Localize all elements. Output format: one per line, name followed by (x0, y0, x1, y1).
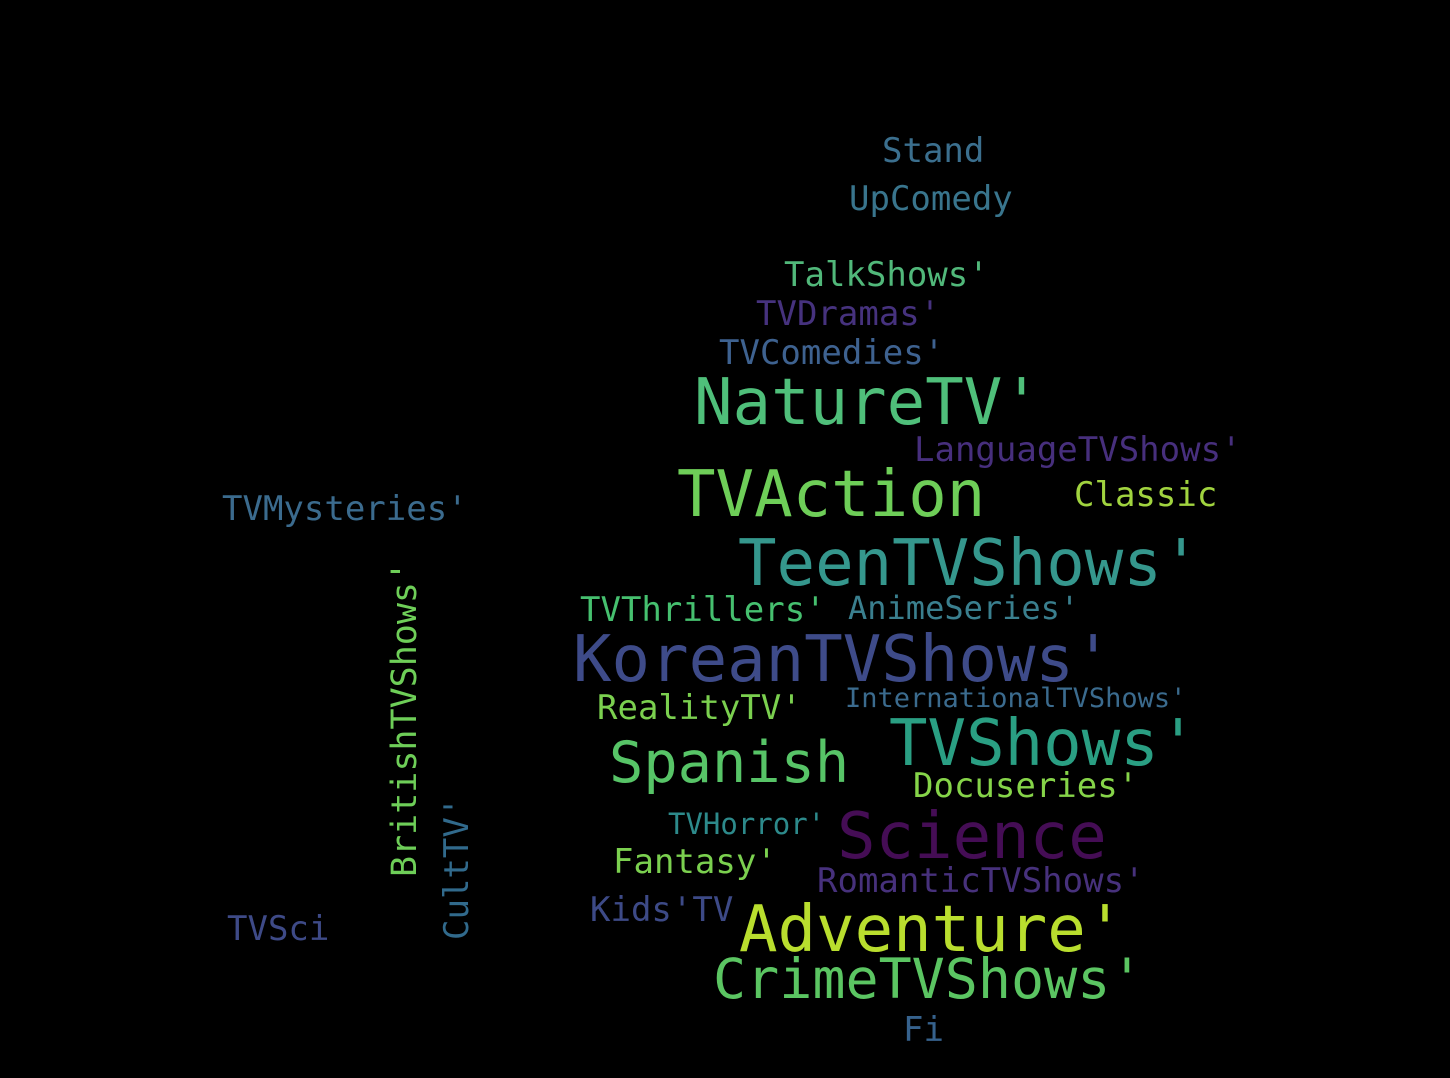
word-crimetvshows: CrimeTVShows' (713, 947, 1144, 1011)
word-culttv: CultTV' (437, 796, 477, 940)
word-tvhorror: TVHorror' (668, 807, 826, 841)
word-teentvshows: TeenTVShows' (738, 527, 1201, 601)
word-languagetvshows: LanguageTVShows' (914, 430, 1242, 470)
word-fi: Fi (903, 1010, 944, 1050)
word-tvsci: TVSci (227, 909, 330, 949)
word-tvshows: TVShows' (889, 707, 1198, 781)
word-realitytv: RealityTV' (597, 688, 802, 728)
word-tvaction: TVAction (677, 458, 986, 532)
word-fantasy: Fantasy' (613, 842, 777, 882)
word-tvcomedies: TVComedies' (719, 333, 945, 373)
word-koreantvshows: KoreanTVShows' (573, 623, 1113, 697)
word-tvmysteries: TVMysteries' (222, 489, 468, 529)
word-naturetv: NatureTV' (694, 366, 1041, 440)
word-talkshows: TalkShows' (784, 255, 989, 295)
word-spanish: Spanish (609, 730, 850, 796)
word-classic: Classic (1074, 475, 1218, 515)
word-science: Science (837, 800, 1107, 874)
word-britishtvshows: BritishTVShows' (385, 560, 425, 877)
word-docuseries: Docuseries' (913, 766, 1139, 806)
word-kidstv: Kids'TV (590, 890, 734, 930)
word-tvthrillers: TVThrillers' (580, 590, 826, 630)
word-upcomedy: UpComedy (849, 179, 1013, 219)
word-internationaltvshows: InternationalTVShows' (845, 683, 1187, 714)
word-tvdramas: TVDramas' (756, 294, 941, 334)
word-stand: Stand (882, 131, 985, 171)
word-animeseries: AnimeSeries' (848, 589, 1080, 627)
word-romantictvshows: RomanticTVShows' (817, 861, 1145, 901)
word-adventure: Adventure' (739, 893, 1125, 967)
